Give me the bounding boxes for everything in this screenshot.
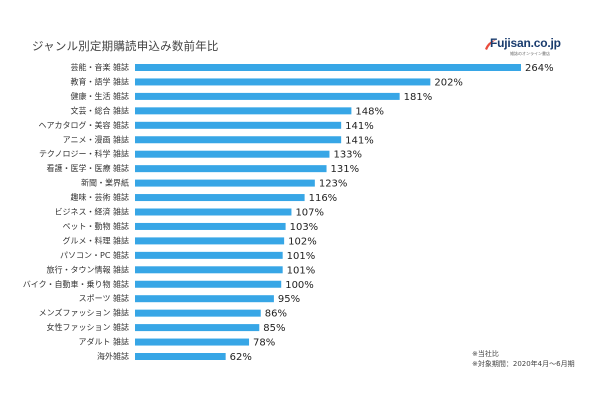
chart-title: ジャンル別定期購読申込み数前年比 (32, 39, 219, 53)
category-label: 教育・語学 雑誌 (70, 76, 129, 86)
category-label: スポーツ 雑誌 (79, 293, 129, 303)
bar (135, 92, 400, 100)
value-label: 131% (331, 164, 360, 175)
bar (135, 280, 282, 288)
category-label: アニメ・漫画 雑誌 (63, 134, 129, 144)
bar (135, 237, 285, 245)
value-label: 123% (319, 179, 348, 190)
bar (135, 324, 260, 332)
value-label: 101% (287, 265, 316, 276)
category-label: パソコン・PC 雑誌 (60, 250, 129, 260)
bar (135, 107, 352, 115)
bar (135, 208, 292, 216)
category-label: テクノロジー・科学 雑誌 (39, 149, 129, 159)
bar (135, 194, 305, 202)
bar (135, 353, 226, 360)
value-label: 102% (288, 236, 317, 247)
fujisan-logo: Fujisan.co.jp 雑誌のオンライン書店 (484, 36, 574, 66)
category-label: 女性ファッション 雑誌 (46, 322, 129, 332)
category-label: 健康・生活 雑誌 (70, 91, 129, 101)
bar (135, 64, 521, 71)
value-label: 85% (263, 323, 285, 334)
bar (135, 222, 286, 230)
value-label: 133% (333, 150, 362, 161)
note-line: ※当社比 (472, 350, 499, 358)
bar (135, 121, 342, 129)
bar (135, 251, 283, 259)
bar (135, 295, 274, 303)
logo-tagline: 雑誌のオンライン書店 (510, 51, 550, 56)
category-label: ペット・動物 雑誌 (62, 221, 129, 231)
category-label: 海外雑誌 (97, 351, 129, 361)
bar (135, 338, 250, 346)
value-label: 202% (434, 77, 463, 88)
logo-swoosh-icon (485, 40, 496, 50)
value-label: 78% (253, 338, 275, 349)
bar (135, 150, 330, 158)
value-label: 148% (355, 106, 384, 117)
bar (135, 165, 327, 173)
chart-notes: ※当社比 ※対象期間：2020年4月～6月期 (472, 349, 575, 369)
value-label: 181% (404, 92, 433, 103)
category-label: アダルト 雑誌 (78, 337, 129, 347)
bar (135, 136, 342, 144)
note-line: ※対象期間：2020年4月～6月期 (472, 360, 575, 368)
category-label: 趣味・芸術 雑誌 (70, 192, 129, 202)
bar (135, 78, 431, 86)
category-label: 看護・医学・医療 雑誌 (46, 163, 129, 173)
value-label: 116% (309, 193, 338, 204)
value-label: 86% (265, 309, 287, 320)
bar (135, 266, 283, 274)
category-label: バイク・自動車・乗り物 雑誌 (23, 279, 129, 289)
value-label: 141% (345, 121, 374, 132)
value-label: 107% (295, 208, 324, 219)
value-label: 62% (230, 352, 252, 363)
bar (135, 179, 315, 187)
category-label: メンズファッション 雑誌 (39, 308, 129, 318)
value-label: 141% (345, 135, 374, 146)
bar (135, 309, 261, 317)
value-label: 264% (525, 63, 554, 74)
category-label: 新聞・業界紙 (81, 178, 129, 188)
value-label: 100% (285, 280, 314, 291)
category-label: グルメ・料理 雑誌 (62, 235, 129, 245)
category-label: ヘアカタログ・美容 雑誌 (38, 120, 129, 130)
category-label: 芸能・音楽 雑誌 (70, 62, 129, 72)
category-label: 旅行・タウン情報 雑誌 (46, 264, 129, 274)
logo-text: Fujisan.co.jp (490, 36, 561, 50)
value-label: 95% (278, 294, 300, 305)
category-label: ビジネス・経済 雑誌 (54, 207, 129, 217)
category-label: 文芸・総合 雑誌 (70, 105, 129, 115)
value-label: 103% (290, 222, 319, 233)
value-label: 101% (287, 251, 316, 262)
